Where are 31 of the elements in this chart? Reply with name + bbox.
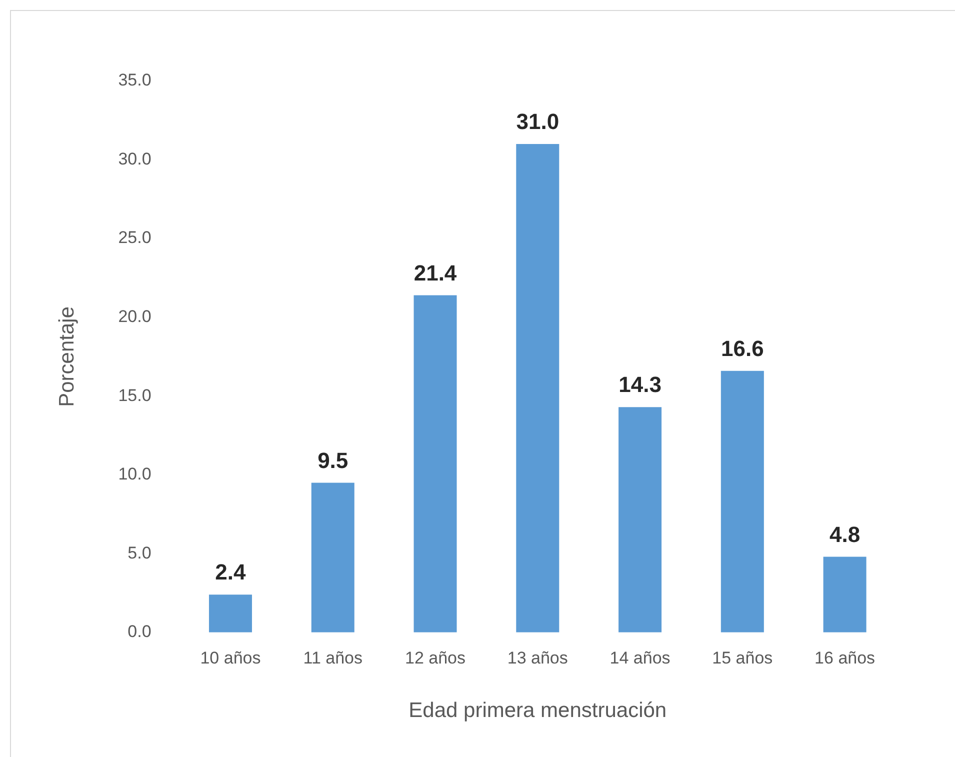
y-tick-label: 0.0 [128, 622, 152, 642]
bar [516, 144, 560, 632]
x-tick-label: 13 años [507, 648, 568, 668]
bar [823, 556, 866, 632]
x-tick-label: 14 años [610, 648, 670, 668]
bar [414, 295, 457, 632]
data-label: 31.0 [516, 109, 560, 134]
y-tick-label: 30.0 [118, 149, 152, 168]
y-tick-label: 20.0 [118, 307, 152, 326]
x-axis-title: Edad primera menstruación [408, 699, 667, 722]
y-tick-label: 5.0 [128, 543, 152, 562]
y-tick-label: 10.0 [118, 464, 152, 484]
bar [208, 594, 252, 632]
x-tick-label: 10 años [200, 648, 261, 668]
y-axis-title: Porcentaje [55, 306, 78, 407]
data-label: 9.5 [318, 448, 348, 473]
x-tick-label: 15 años [712, 648, 773, 668]
bar [311, 482, 354, 632]
data-label: 14.3 [618, 372, 662, 398]
x-tick-label: 11 años [303, 648, 362, 668]
data-label: 4.8 [830, 522, 860, 547]
data-label: 16.6 [721, 336, 764, 361]
y-tick-label: 35.0 [118, 70, 152, 90]
y-tick-label: 25.0 [118, 228, 152, 248]
bar [618, 407, 662, 632]
data-label: 2.4 [215, 560, 247, 585]
bar [720, 370, 764, 632]
x-tick-label: 12 años [405, 648, 466, 668]
data-label: 21.4 [414, 260, 458, 286]
y-tick-label: 15.0 [118, 386, 152, 405]
x-tick-label: 16 años [814, 648, 876, 668]
